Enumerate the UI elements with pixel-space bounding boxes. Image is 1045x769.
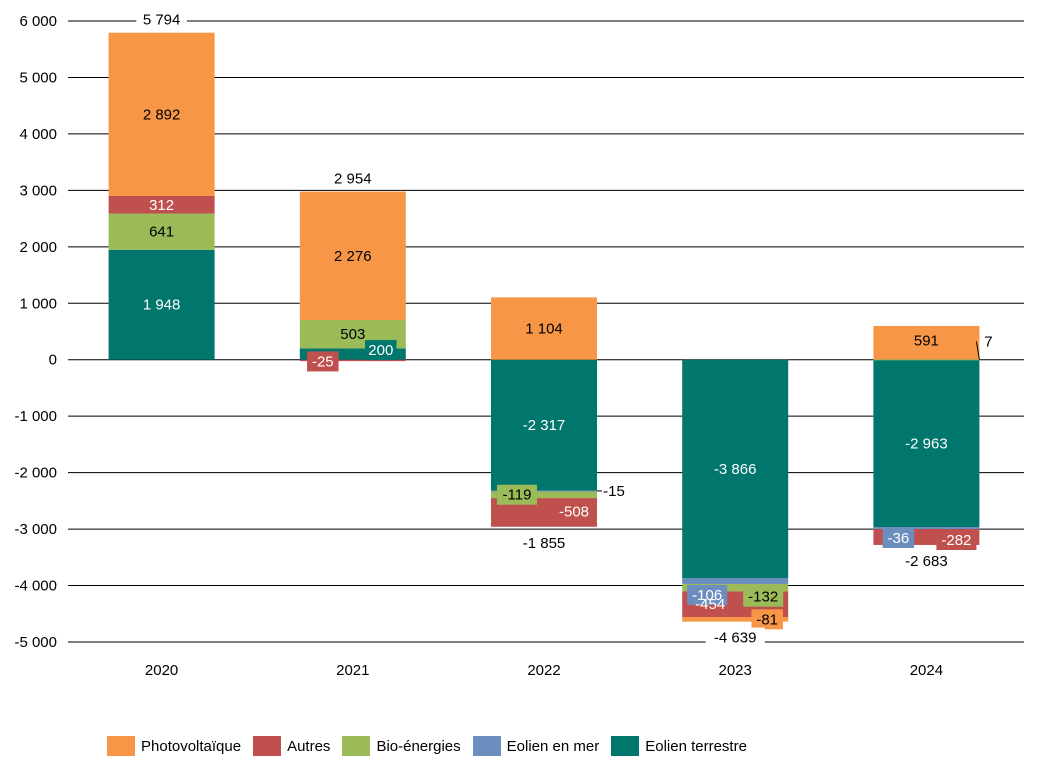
- data-label: -282: [941, 532, 971, 549]
- legend-label: Autres: [287, 737, 331, 755]
- data-label-box: [307, 351, 339, 372]
- data-label: 312: [149, 197, 174, 214]
- bar-segment: [491, 359, 597, 491]
- total-label-bg: [705, 627, 765, 648]
- legend-item-eolien-en-mer: Eolien en mer: [472, 736, 600, 756]
- chart: 6 000 5 000 4 000 3 000 2 000 1 000 0 -1 000 -2 …: [14, 9, 1024, 679]
- y-tick-label: -2 000: [14, 465, 57, 482]
- data-label: -106: [692, 587, 722, 604]
- legend-swatch: [107, 736, 135, 756]
- total-label: -4 639: [714, 630, 757, 647]
- x-tick-label: 2020: [145, 662, 178, 679]
- total-label: -1 855: [523, 535, 566, 552]
- data-label-box: [687, 584, 728, 605]
- bar-segment: [682, 359, 789, 578]
- y-tick-label: 4 000: [19, 126, 57, 143]
- legend-item-photovoltaique: Photovoltaïque: [107, 736, 241, 756]
- data-label: -15: [603, 483, 625, 500]
- bar-segment: [108, 249, 215, 360]
- bars: [108, 32, 980, 622]
- x-tick-label: 2023: [719, 662, 752, 679]
- bar-segment: [873, 527, 980, 530]
- x-tick-label: 2022: [527, 662, 560, 679]
- data-label: -36: [888, 530, 910, 547]
- data-label-box: [743, 586, 784, 607]
- total-label-bg: [327, 168, 379, 189]
- data-label: 7: [984, 334, 992, 351]
- bar-segment: [873, 359, 980, 361]
- x-axis: 2020 2021 2022 2023 2024: [145, 662, 943, 679]
- y-tick-label: 3 000: [19, 182, 57, 199]
- data-label-box: [365, 340, 397, 361]
- x-tick-label: 2021: [336, 662, 369, 679]
- y-tick-label: -5 000: [14, 634, 57, 651]
- data-label: 2 892: [143, 106, 181, 123]
- bar-segment: [108, 195, 215, 214]
- data-label: 2 276: [334, 248, 372, 265]
- data-label: 1 948: [143, 297, 181, 314]
- bar-segment: [491, 490, 597, 492]
- data-label: -2 963: [905, 435, 948, 452]
- y-tick-label: -3 000: [14, 521, 57, 538]
- bar-segment: [873, 325, 980, 360]
- legend-label: Eolien en mer: [506, 737, 600, 755]
- legend-item-autres: Autres: [253, 736, 330, 756]
- bar-segment: [108, 32, 215, 196]
- y-tick-label: 0: [49, 352, 57, 369]
- y-tick-label: 5 000: [19, 69, 57, 86]
- y-tick-label: 6 000: [19, 13, 57, 30]
- data-label: -81: [756, 611, 778, 628]
- data-label: 591: [914, 333, 939, 350]
- legend: Photovoltaïque Autres Bio-énergies Eolie…: [107, 736, 759, 756]
- bar-segment: [682, 617, 789, 622]
- total-label: -2 683: [905, 553, 948, 570]
- data-label: -132: [748, 589, 778, 606]
- data-label: 641: [149, 224, 174, 241]
- data-label: 200: [368, 342, 393, 359]
- bar-segment: [682, 577, 789, 584]
- legend-swatch: [472, 736, 501, 756]
- data-label: 1 104: [525, 321, 563, 338]
- bar-segment: [108, 213, 215, 250]
- data-label: -3 866: [714, 461, 757, 478]
- total-label-bg: [514, 532, 574, 553]
- data-label-box: [751, 609, 783, 630]
- legend-swatch: [253, 736, 282, 756]
- legend-item-bio-energies: Bio-énergies: [342, 736, 461, 756]
- bar-segment: [682, 583, 789, 592]
- legend-label: Eolien terrestre: [645, 737, 747, 755]
- data-label-box: [497, 484, 537, 505]
- total-label: 2 954: [334, 171, 372, 188]
- data-label: -2 317: [523, 417, 566, 434]
- data-label: -119: [503, 487, 532, 504]
- y-tick-label: 2 000: [19, 239, 57, 256]
- total-label-bg: [136, 9, 187, 30]
- total-label: 5 794: [143, 12, 181, 29]
- y-axis: 6 000 5 000 4 000 3 000 2 000 1 000 0 -1 000 -2 …: [14, 13, 57, 651]
- bar-segment: [491, 297, 597, 360]
- bar-segment: [491, 491, 597, 499]
- y-tick-label: -4 000: [14, 578, 57, 595]
- legend-label: Bio-énergies: [376, 737, 461, 755]
- data-label: 503: [340, 326, 365, 343]
- total-label-bg: [896, 550, 956, 571]
- leader-line: [975, 341, 980, 360]
- data-label: -454: [695, 596, 725, 613]
- data-label-box: [882, 528, 915, 549]
- data-label: -25: [312, 353, 334, 370]
- data-label: -508: [559, 503, 589, 520]
- bar-segment: [299, 348, 406, 360]
- legend-swatch: [611, 736, 640, 756]
- bar-segment: [299, 191, 406, 321]
- bar-segment: [873, 359, 980, 528]
- legend-swatch: [342, 736, 371, 756]
- bar-segment: [299, 359, 406, 362]
- y-tick-label: -1 000: [14, 408, 57, 425]
- x-tick-label: 2024: [910, 662, 943, 679]
- legend-label: Photovoltaïque: [141, 737, 242, 755]
- y-tick-label: 1 000: [19, 295, 57, 312]
- data-label-box: [936, 529, 977, 550]
- legend-item-eolien-terrestre: Eolien terrestre: [611, 736, 747, 756]
